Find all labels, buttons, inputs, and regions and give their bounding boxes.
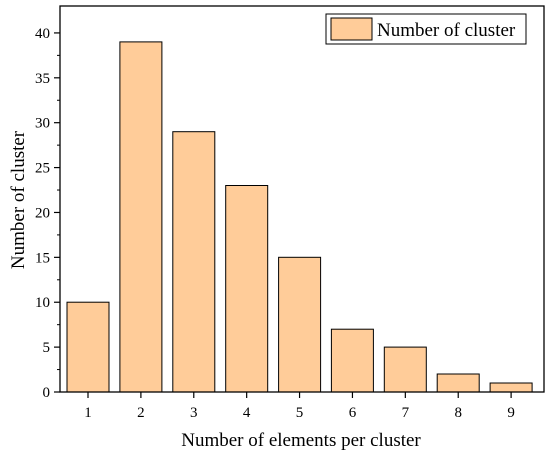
y-tick-labels: 0 5 10 15 20 25 30 35 40 (35, 26, 50, 401)
bars-group (66, 41, 533, 393)
x-tick-label: 4 (243, 405, 251, 421)
x-tick-label: 1 (84, 405, 92, 421)
axes-group (54, 5, 545, 398)
bar-3 (172, 131, 216, 393)
bar-9 (489, 382, 533, 393)
y-tick-label: 35 (35, 71, 50, 87)
bar-2 (119, 41, 163, 393)
x-tick-label: 3 (190, 405, 198, 421)
plot-frame (59, 5, 545, 393)
y-tick-label: 40 (35, 26, 50, 42)
bar-7 (383, 346, 427, 393)
legend: Number of cluster (325, 13, 527, 45)
y-tick-label: 25 (35, 161, 50, 177)
x-tick-label: 7 (402, 405, 410, 421)
bar-8 (436, 373, 480, 393)
y-tick-label: 30 (35, 116, 50, 132)
x-axis-title: Number of elements per cluster (181, 430, 421, 451)
bar-5 (278, 256, 322, 393)
y-tick-label: 0 (43, 385, 51, 401)
bar-6 (330, 328, 374, 393)
bar-4 (225, 185, 269, 393)
y-axis-title: Number of cluster (8, 130, 29, 269)
y-tick-label: 5 (43, 340, 51, 356)
x-tick-label: 2 (137, 405, 145, 421)
bar-1 (66, 301, 110, 393)
legend-label: Number of cluster (377, 20, 516, 41)
x-tick-label: 5 (296, 405, 304, 421)
x-tick-label: 9 (507, 405, 515, 421)
x-tick-label: 6 (349, 405, 357, 421)
y-tick-label: 20 (35, 205, 50, 221)
y-tick-label: 15 (35, 250, 50, 266)
x-tick-label: 8 (454, 405, 462, 421)
y-tick-label: 10 (35, 295, 50, 311)
legend-swatch (330, 17, 373, 41)
x-tick-labels: 1 2 3 4 5 6 7 8 9 (84, 405, 515, 421)
